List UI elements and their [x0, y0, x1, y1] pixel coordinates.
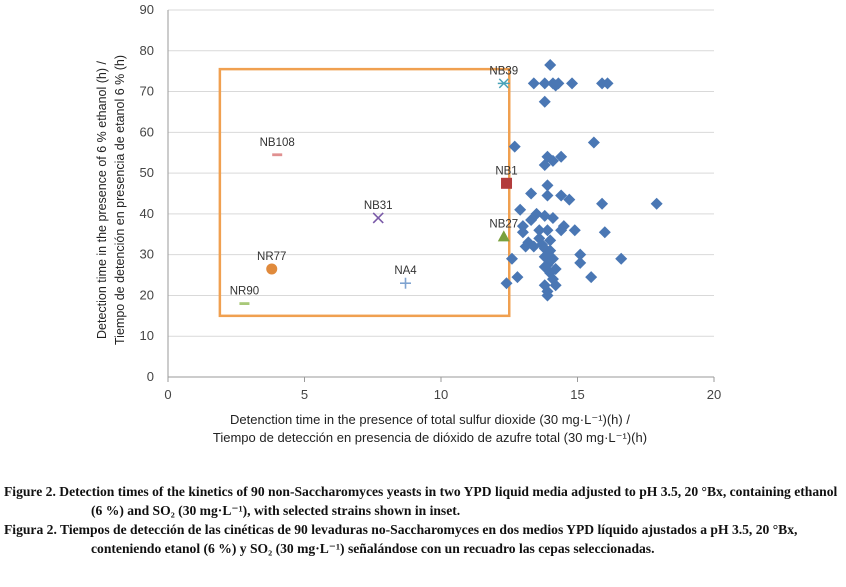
strain-point: [549, 279, 562, 292]
point-labels: NB39 NB108 NB1 NB31 NB27 NR77 NA4 NR90: [230, 65, 518, 297]
y-tick-label: 50: [140, 165, 154, 180]
x-axis-label-en: Detenction time in the presence of total…: [230, 412, 630, 427]
data-points: [239, 59, 663, 305]
grid-lines: [168, 9, 714, 337]
strain-point: [549, 79, 562, 92]
strain-point: [598, 226, 611, 239]
point-nb39-stroke: [498, 78, 509, 89]
strain-point: [505, 252, 518, 265]
strain-point: [574, 248, 587, 261]
point-label-nr77: NR77: [257, 251, 286, 263]
strain-point: [587, 136, 600, 149]
point-label-nb27: NB27: [489, 218, 518, 230]
point-label-na4: NA4: [394, 265, 417, 277]
caption: Figure 2. Detection times of the kinetic…: [4, 482, 842, 558]
y-axis-label-en: Detection time in the presence of 6 % et…: [95, 61, 109, 339]
caption-en-head: Figure 2.: [4, 484, 56, 499]
y-tick-label: 40: [140, 206, 154, 221]
strain-point: [500, 277, 513, 290]
x-tick-label: 15: [570, 387, 584, 402]
strain-point: [650, 197, 663, 210]
strain-point: [538, 77, 551, 90]
strain-point: [538, 158, 551, 171]
strain-point: [585, 271, 598, 284]
strain-point: [514, 203, 527, 216]
point-nr77: [266, 263, 278, 275]
strain-point: [555, 224, 568, 237]
y-tick-label: 30: [140, 247, 154, 262]
strain-point: [541, 289, 554, 302]
caption-en: Figure 2. Detection times of the kinetic…: [4, 482, 842, 520]
point-nb31-stroke: [372, 212, 384, 224]
inset-box: [218, 67, 511, 318]
x-axis-label-es: Tiempo de detección en presencia de dióx…: [212, 430, 648, 445]
caption-es-head: Figura 2.: [4, 522, 57, 537]
strain-point: [541, 179, 554, 192]
strain-point: [541, 224, 554, 237]
strain-point: [563, 193, 576, 206]
caption-es: Figura 2. Tiempos de detección de las ci…: [4, 520, 842, 558]
strain-point: [546, 154, 559, 167]
strain-point: [508, 140, 521, 153]
point-nb31: [372, 212, 384, 224]
strain-point: [544, 59, 557, 72]
caption-es-text: Tiempos de detección de las cinéticas de…: [60, 522, 798, 556]
strain-point: [538, 209, 551, 222]
strain-point: [533, 224, 546, 237]
y-tick-label: 20: [140, 287, 154, 302]
x-tick-label: 20: [707, 387, 721, 402]
y-tick-label: 70: [140, 84, 154, 99]
strain-point: [555, 189, 568, 202]
x-tick-label: 5: [301, 387, 308, 402]
scatter-chart: 0 10 20 30 40 50 60 70 80 90 0 5 10 15 20 NB39 NB108 NB1…: [95, 2, 722, 402]
caption-en-text: Detection times of the kinetics of 90 no…: [59, 484, 838, 518]
strain-point: [544, 234, 557, 247]
strain-point: [527, 240, 540, 253]
point-label-nb108: NB108: [260, 137, 295, 149]
strain-point: [516, 220, 529, 233]
strain-point: [519, 240, 532, 253]
strain-point: [555, 150, 568, 163]
point-nb1: [501, 177, 513, 189]
strain-point: [527, 77, 540, 90]
strain-point: [544, 244, 557, 257]
point-nb27: [497, 230, 510, 242]
strain-point: [568, 224, 581, 237]
y-tick-label: 60: [140, 124, 154, 139]
strain-point: [546, 211, 559, 224]
strain-point: [516, 226, 529, 239]
strain-point: [615, 252, 628, 265]
point-label-nb31: NB31: [364, 200, 393, 212]
point-label-nb1: NB1: [495, 165, 517, 177]
point-nb108: [272, 153, 283, 157]
strain-point: [511, 271, 524, 284]
y-axis-label: Detection time in the presence of 6 % et…: [95, 55, 127, 345]
y-tick-label: 10: [140, 328, 154, 343]
x-tick-label: 0: [164, 387, 171, 402]
strain-point: [566, 77, 579, 90]
point-label-nr90: NR90: [230, 286, 259, 298]
y-tick-label: 0: [147, 369, 154, 384]
x-tick-label: 10: [434, 387, 448, 402]
point-label-nb39: NB39: [489, 65, 518, 77]
axes: [167, 10, 715, 382]
tick-labels: 0 10 20 30 40 50 60 70 80 90 0 5 10 15 20: [140, 2, 722, 402]
y-tick-label: 80: [140, 43, 154, 58]
strain-point: [574, 256, 587, 269]
strain-point: [601, 77, 614, 90]
strain-point: [541, 189, 554, 202]
strain-point: [538, 95, 551, 108]
point-na4: [400, 277, 412, 289]
strain-point: [525, 214, 538, 227]
point-nr90: [239, 302, 250, 305]
strain-point: [525, 187, 538, 200]
y-axis-label-es: Tiempo de detención en presencia de etan…: [113, 55, 127, 345]
point-nb39: [497, 78, 510, 89]
strain-point: [596, 197, 609, 210]
y-tick-label: 90: [140, 2, 154, 17]
